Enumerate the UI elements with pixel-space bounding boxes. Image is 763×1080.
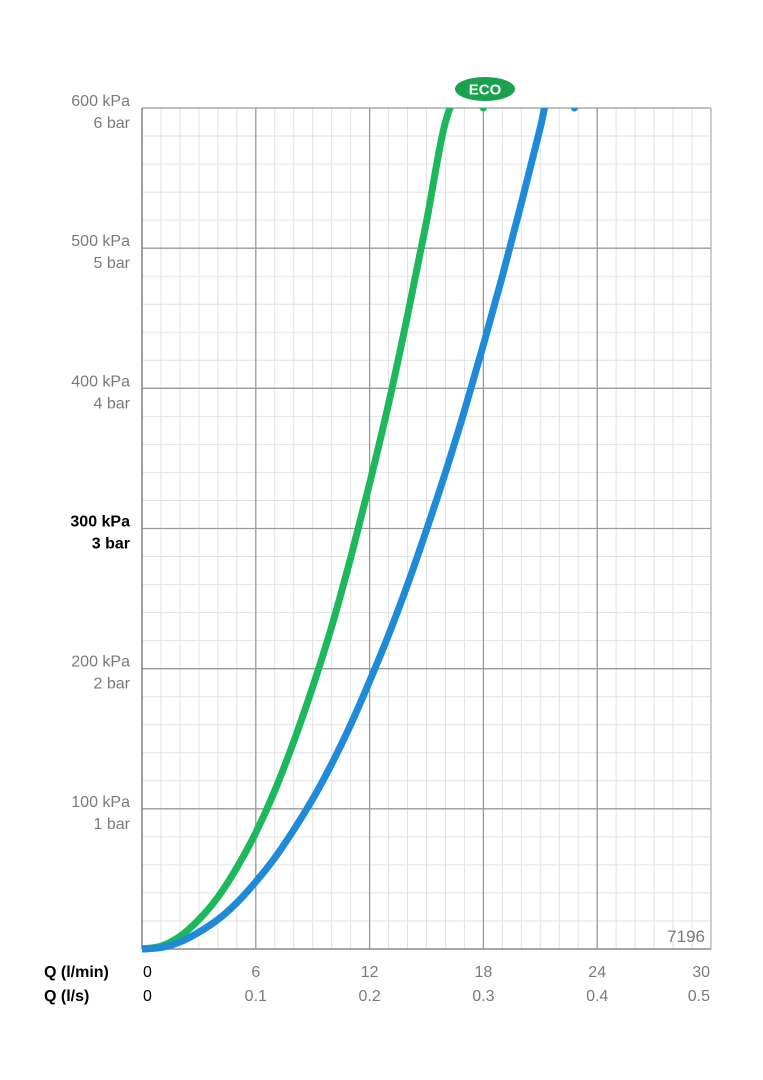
x-axis-primary-name: Q (l/min)	[44, 964, 109, 981]
major-grid	[141, 107, 712, 950]
y-tick-label-kpa: 300 kPa	[70, 514, 130, 531]
y-axis-labels: 100 kPa 1 bar 200 kPa 2 bar 300 kPa 3 bar 400 …	[70, 93, 130, 833]
series-line-standard	[142, 108, 578, 953]
x-tick-label-ls: 0	[143, 988, 152, 1005]
x-tick-label-ls: 0.3	[472, 988, 494, 1005]
x-tick-label-lmin: 30	[692, 964, 710, 981]
x-axis-labels: 0 0 6 0.1 12 0.2 18 0.3 24 0.4 30 0.5	[143, 964, 710, 1005]
x-tick-label-lmin: 18	[475, 964, 493, 981]
x-tick-label-lmin: 12	[361, 964, 379, 981]
series-line-eco	[142, 108, 487, 953]
eco-badge-shape	[455, 77, 515, 101]
y-tick-label-bar: 1 bar	[94, 816, 131, 833]
x-tick-label-ls: 0.5	[688, 988, 710, 1005]
x-tick-label-ls: 0.1	[245, 988, 267, 1005]
y-tick-label-bar: 2 bar	[94, 676, 131, 693]
chart-code-label: 7196	[667, 927, 705, 946]
x-tick-label-lmin: 6	[251, 964, 260, 981]
y-tick-label-kpa: 400 kPa	[71, 373, 130, 390]
eco-badge-label: ECO	[469, 82, 502, 99]
x-tick-label-ls: 0.2	[358, 988, 380, 1005]
x-tick-label-lmin: 24	[588, 964, 606, 981]
x-tick-label-ls: 0.4	[586, 988, 608, 1005]
eco-badge: ECO	[455, 77, 515, 101]
y-tick-label-kpa: 500 kPa	[71, 233, 130, 250]
y-tick-label-bar: 6 bar	[94, 115, 131, 132]
y-tick-label-kpa: 200 kPa	[71, 654, 130, 671]
y-tick-label-kpa: 600 kPa	[71, 93, 130, 110]
x-tick-label-lmin: 0	[143, 964, 152, 981]
y-tick-label-bar: 4 bar	[94, 395, 131, 412]
x-axis-secondary-name: Q (l/s)	[44, 988, 89, 1005]
y-tick-label-bar: 5 bar	[94, 255, 131, 272]
y-tick-label-bar: 3 bar	[92, 536, 130, 553]
y-tick-label-kpa: 100 kPa	[71, 794, 130, 811]
series-layer	[142, 108, 578, 953]
